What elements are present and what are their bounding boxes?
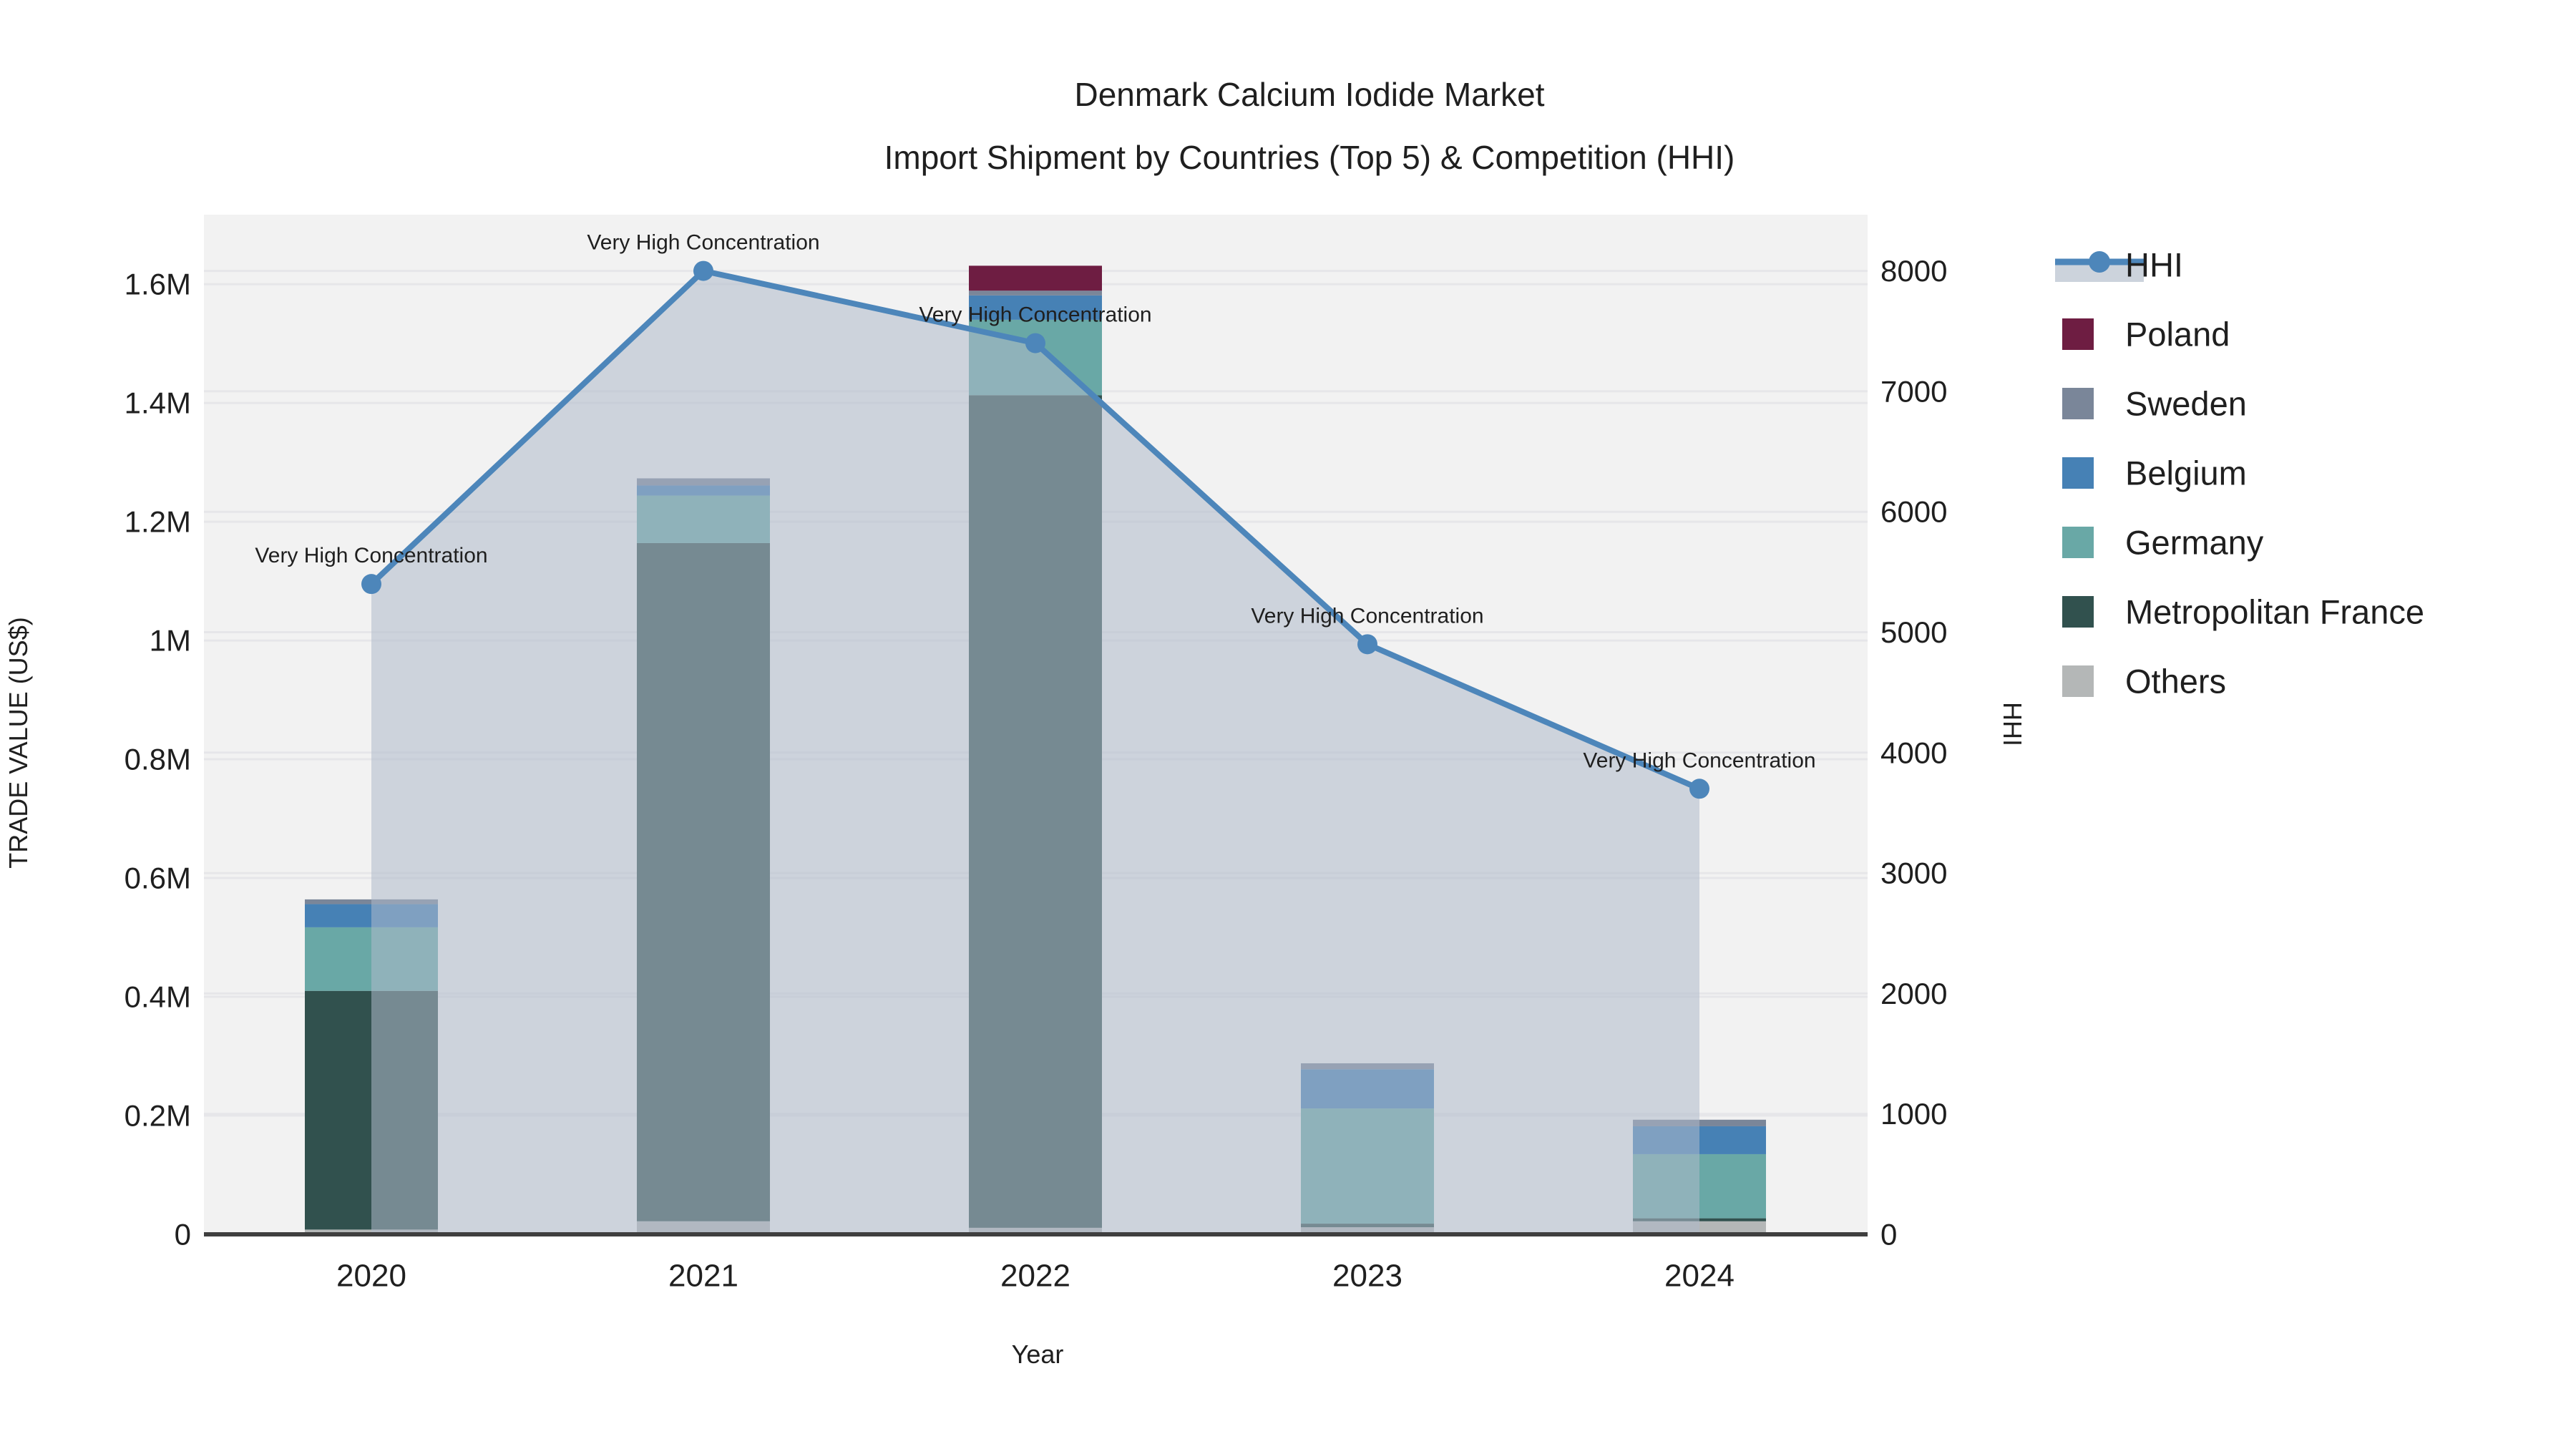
left-axis-tick-label: 1.2M	[125, 505, 191, 539]
left-axis-tick-label: 1M	[150, 624, 191, 658]
hhi-point-2020	[361, 574, 381, 595]
chart-title-line2: Import Shipment by Countries (Top 5) & C…	[884, 139, 1735, 176]
legend-color-swatch	[2062, 527, 2094, 558]
legend-item-label: Others	[2125, 663, 2226, 701]
legend-item-label: Poland	[2125, 316, 2230, 353]
x-axis-title: Year	[1012, 1340, 1064, 1369]
x-axis-tick-label-2021: 2021	[668, 1259, 738, 1294]
legend-color-swatch	[2062, 318, 2094, 350]
legend-item-label: Germany	[2125, 524, 2264, 562]
left-axis-tick-label: 1.6M	[125, 268, 191, 301]
left-axis-tick-label: 0.4M	[125, 980, 191, 1014]
bar-segment-poland-2022	[969, 265, 1102, 291]
right-axis-tick-label: 4000	[1880, 736, 1947, 769]
legend-item-label: HHI	[2125, 246, 2183, 284]
legend-item-hhi: HHI	[2055, 246, 2183, 284]
legend-color-swatch	[2062, 388, 2094, 419]
legend-color-swatch	[2062, 457, 2094, 489]
legend-item-label: Metropolitan France	[2125, 593, 2424, 631]
legend-color-swatch	[2062, 596, 2094, 628]
hhi-point-2023	[1357, 634, 1377, 655]
hhi-area-fill	[371, 270, 1699, 1234]
hhi-point-2022	[1025, 333, 1045, 353]
bar-segment-sweden-2022	[969, 291, 1102, 296]
right-axis-tick-label: 6000	[1880, 495, 1947, 529]
legend-item-germany: Germany	[2062, 524, 2264, 562]
x-axis-tick-label-2022: 2022	[1000, 1259, 1070, 1294]
left-axis-tick-label: 0.8M	[125, 743, 191, 776]
right-axis-tick-label: 0	[1880, 1218, 1897, 1252]
annotation-very-high-concentration-2022: Very High Concentration	[919, 303, 1151, 327]
left-axis-title: TRADE VALUE (US$)	[4, 617, 33, 868]
left-axis-tick-label: 1.4M	[125, 386, 191, 420]
legend-item-poland: Poland	[2062, 316, 2230, 353]
hhi-point-2021	[693, 260, 713, 281]
x-axis-tick-label-2024: 2024	[1664, 1259, 1735, 1294]
left-axis-tick-label: 0.6M	[125, 862, 191, 895]
annotation-very-high-concentration-2021: Very High Concentration	[587, 231, 819, 255]
right-axis-tick-label: 2000	[1880, 977, 1947, 1010]
x-axis-tick-label-2023: 2023	[1332, 1259, 1402, 1294]
legend-item-sweden: Sweden	[2062, 385, 2247, 423]
chart-title-line1: Denmark Calcium Iodide Market	[1074, 76, 1544, 113]
right-axis-tick-label: 7000	[1880, 374, 1947, 408]
annotation-very-high-concentration-2020: Very High Concentration	[255, 544, 487, 567]
annotation-very-high-concentration-2024: Very High Concentration	[1583, 748, 1815, 772]
annotation-very-high-concentration-2023: Very High Concentration	[1251, 604, 1483, 628]
x-axis-tick-label-2020: 2020	[336, 1259, 406, 1294]
legend-item-label: Sweden	[2125, 385, 2247, 423]
bar-segment-belgium-2022	[969, 295, 1102, 320]
right-axis-title: HHI	[1998, 702, 2027, 746]
right-axis-tick-label: 5000	[1880, 615, 1947, 649]
left-axis-tick-label: 0	[175, 1218, 191, 1252]
right-axis-tick-label: 3000	[1880, 857, 1947, 890]
legend-item-metropolitan-france: Metropolitan France	[2062, 593, 2424, 631]
legend-item-belgium: Belgium	[2062, 454, 2247, 492]
legend-hhi-marker	[2089, 251, 2110, 273]
legend-item-label: Belgium	[2125, 454, 2247, 492]
legend-item-others: Others	[2062, 663, 2226, 701]
left-axis-tick-label: 0.2M	[125, 1099, 191, 1133]
right-axis-tick-label: 8000	[1880, 254, 1947, 288]
hhi-point-2024	[1689, 779, 1709, 799]
legend-color-swatch	[2062, 665, 2094, 697]
right-axis-tick-label: 1000	[1880, 1097, 1947, 1131]
